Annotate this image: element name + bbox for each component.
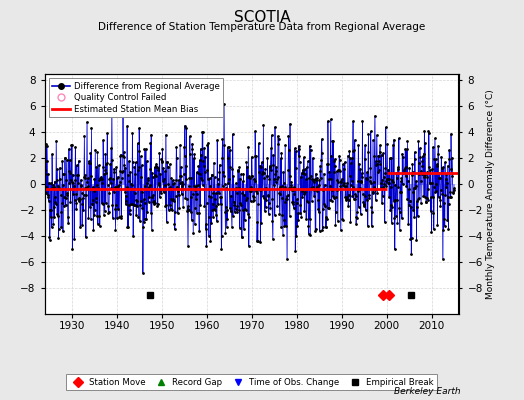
Text: Difference of Station Temperature Data from Regional Average: Difference of Station Temperature Data f… [99,22,425,32]
Y-axis label: Monthly Temperature Anomaly Difference (°C): Monthly Temperature Anomaly Difference (… [486,89,495,299]
Text: SCOTIA: SCOTIA [234,10,290,25]
Text: Berkeley Earth: Berkeley Earth [395,387,461,396]
Legend: Station Move, Record Gap, Time of Obs. Change, Empirical Break: Station Move, Record Gap, Time of Obs. C… [66,374,437,390]
